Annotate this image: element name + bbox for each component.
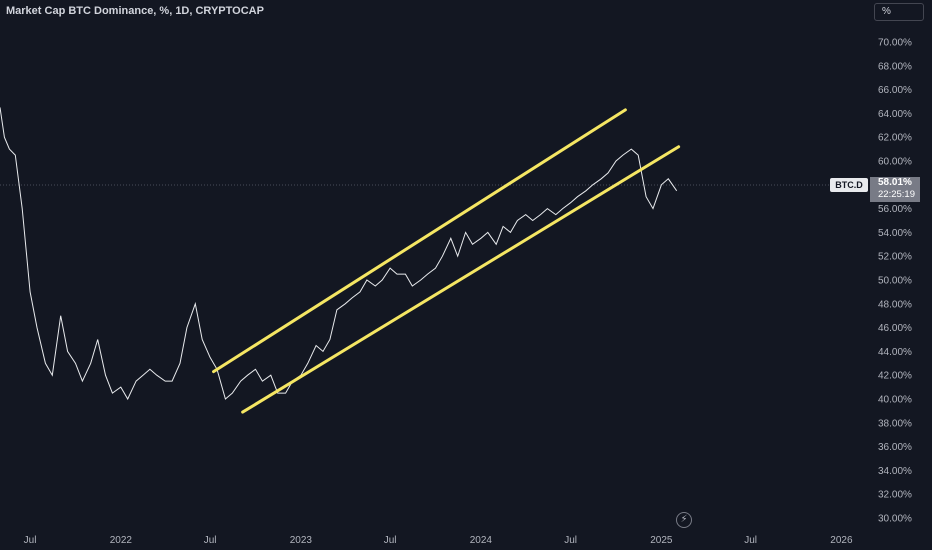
x-tick-label: 2024	[470, 535, 493, 546]
bar-countdown: 22:25:19	[878, 189, 915, 200]
y-tick-label: 42.00%	[878, 371, 912, 382]
y-tick-label: 44.00%	[878, 347, 912, 358]
y-tick-label: 48.00%	[878, 299, 912, 310]
y-tick-label: 46.00%	[878, 323, 912, 334]
upper-channel-trendline[interactable]	[212, 108, 627, 374]
x-tick-label: Jul	[564, 535, 577, 546]
y-tick-label: 32.00%	[878, 490, 912, 501]
x-tick-label: 2025	[650, 535, 673, 546]
x-tick-label: Jul	[24, 535, 37, 546]
last-price-value: 58.01%	[878, 177, 912, 188]
series-layer	[0, 107, 678, 401]
y-tick-label: 64.00%	[878, 109, 912, 120]
ticker-label: BTC.D	[830, 178, 868, 192]
y-tick-label: 38.00%	[878, 418, 912, 429]
x-tick-label: Jul	[744, 535, 757, 546]
x-tick-label: 2022	[110, 535, 133, 546]
y-tick-label: 36.00%	[878, 442, 912, 453]
x-tick-label: 2026	[830, 535, 853, 546]
last-price-label: 58.01% 22:25:19	[870, 177, 920, 202]
time-axis[interactable]: Jul 2022 Jul 2023 Jul 2024 Jul 2025 Jul 2026	[24, 535, 853, 546]
y-tick-label: 50.00%	[878, 276, 912, 287]
y-tick-label: 40.00%	[878, 395, 912, 406]
y-tick-label: 66.00%	[878, 85, 912, 96]
chart-title: Market Cap BTC Dominance, %, 1D, CRYPTOC…	[6, 5, 264, 17]
lightning-icon[interactable]: ⚡	[676, 512, 692, 528]
lower-channel-trendline[interactable]	[241, 145, 681, 414]
y-tick-label: 68.00%	[878, 61, 912, 72]
y-tick-label: 52.00%	[878, 252, 912, 263]
y-tick-label: 62.00%	[878, 133, 912, 144]
channel-layer	[212, 108, 681, 414]
btc-dominance-line	[0, 107, 678, 401]
y-tick-label: 56.00%	[878, 204, 912, 215]
y-tick-label: 30.00%	[878, 514, 912, 525]
x-tick-label: Jul	[204, 535, 217, 546]
percent-scale-button[interactable]: %	[874, 3, 924, 21]
y-tick-label: 70.00%	[878, 38, 912, 49]
y-tick-label: 54.00%	[878, 228, 912, 239]
price-axis[interactable]: 70.00% 68.00% 66.00% 64.00% 62.00% 60.00% 58.0…	[878, 38, 912, 525]
y-tick-label: 34.00%	[878, 466, 912, 477]
y-tick-label: 60.00%	[878, 157, 912, 168]
x-tick-label: 2023	[290, 535, 313, 546]
x-tick-label: Jul	[384, 535, 397, 546]
